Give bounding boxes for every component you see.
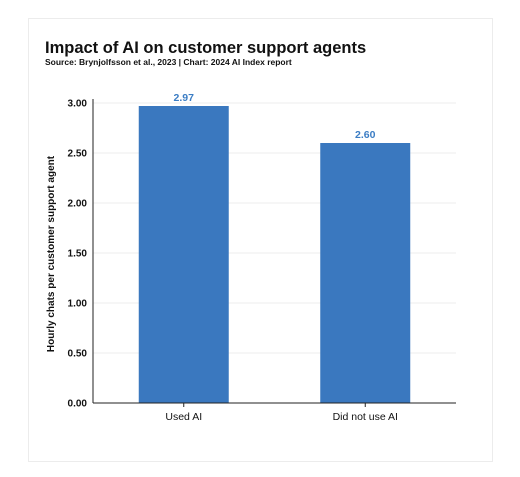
x-tick-label: Used AI [165,411,202,423]
chart-subtitle: Source: Brynjolfsson et al., 2023 | Char… [45,57,292,67]
y-tick-labels: 0.00 0.50 1.00 1.50 2.00 2.50 3.00 [68,99,88,410]
data-labels: 2.97 2.60 [174,92,376,141]
data-label: 2.60 [355,129,376,141]
bar [138,106,229,403]
bar-chart: 0.00 0.50 1.00 1.50 2.00 2.50 3.00 Used AI Did … [46,92,456,423]
y-tick-label: 1.50 [68,249,88,260]
data-label: 2.97 [174,92,195,104]
bar [320,143,411,403]
chart-title: Impact of AI on customer support agents [45,39,367,57]
x-tick-labels: Used AI Did not use AI [165,411,398,423]
y-tick-label: 3.00 [68,99,88,110]
chart-card: Impact of AI on customer support agents … [28,18,493,462]
y-tick-label: 0.00 [68,399,88,410]
y-tick-label: 2.50 [68,149,88,160]
bars [138,106,411,403]
y-tick-label: 0.50 [68,349,88,360]
axes [92,99,456,407]
y-tick-label: 2.00 [68,199,88,210]
x-tick-label: Did not use AI [333,411,398,423]
y-tick-label: 1.00 [68,299,88,310]
y-axis-label: Hourly chats per customer support agent [46,155,57,352]
